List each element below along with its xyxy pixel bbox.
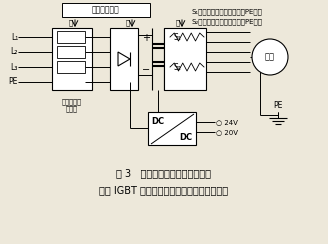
- Text: +: +: [142, 33, 150, 43]
- Bar: [164, 28, 206, 90]
- Text: PE: PE: [273, 101, 283, 110]
- Text: S₁闭合：电解电容的正极与PE相连: S₁闭合：电解电容的正极与PE相连: [192, 8, 263, 15]
- Bar: [57, 46, 85, 58]
- Text: 大: 大: [176, 20, 180, 26]
- Text: 快速 IGBT 以高频周期性地将正负极与地相连: 快速 IGBT 以高频周期性地将正负极与地相连: [99, 185, 229, 195]
- Text: 图 3   产生较高直流电压的原因：: 图 3 产生较高直流电压的原因：: [116, 168, 212, 178]
- Text: S₂闭合：电解电容的负极与PE相连: S₂闭合：电解电容的负极与PE相连: [192, 18, 263, 25]
- Text: DC: DC: [152, 118, 165, 126]
- Text: ○ 24V: ○ 24V: [216, 119, 238, 125]
- Text: L₂: L₂: [10, 48, 18, 57]
- Text: DC: DC: [179, 133, 193, 142]
- Text: 大: 大: [126, 20, 130, 26]
- Text: L₁: L₁: [11, 32, 18, 41]
- Bar: [57, 61, 85, 73]
- Text: S₂: S₂: [174, 62, 182, 71]
- Bar: [57, 31, 85, 43]
- Text: L₃: L₃: [10, 62, 18, 71]
- Bar: [52, 28, 92, 90]
- Circle shape: [252, 39, 288, 75]
- Bar: [148, 112, 196, 145]
- Text: 电机: 电机: [265, 52, 275, 61]
- Text: −: −: [142, 65, 150, 75]
- Text: S₁: S₁: [174, 32, 182, 41]
- Text: PE: PE: [9, 78, 18, 87]
- Text: 共模高频噪声: 共模高频噪声: [92, 6, 120, 14]
- Bar: [110, 28, 138, 90]
- Bar: [62, 3, 150, 17]
- Text: 变频器自带
滤波器: 变频器自带 滤波器: [62, 98, 82, 112]
- Text: ○ 20V: ○ 20V: [216, 129, 238, 135]
- Text: 小: 小: [69, 20, 73, 26]
